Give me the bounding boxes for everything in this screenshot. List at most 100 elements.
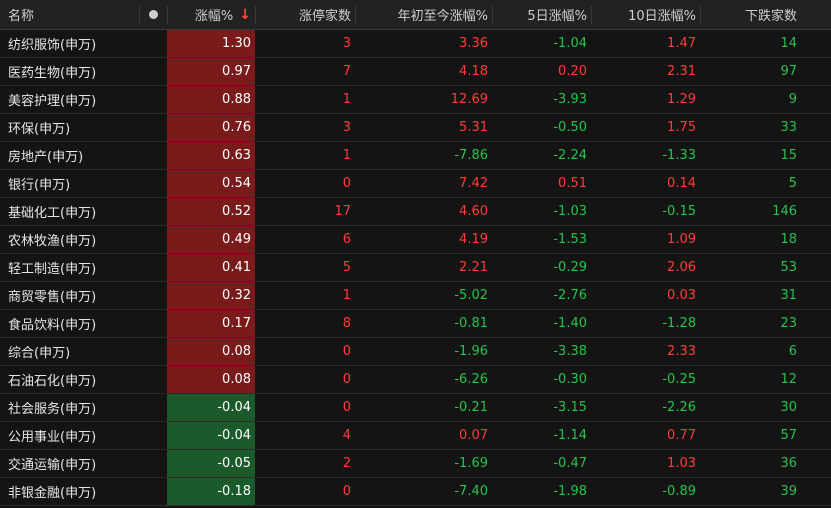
row-decliners-cell: 39 [780, 484, 797, 499]
row-limit-up-cell: 17 [334, 204, 351, 219]
row-change-cell: -0.04 [167, 394, 255, 421]
column-header-change[interactable]: 涨幅% ↓ [194, 6, 251, 25]
row-ytd-cell: 12.69 [450, 92, 488, 107]
row-10d-cell: 2.31 [667, 64, 696, 79]
row-change-cell: 1.30 [167, 30, 255, 57]
row-10d-cell: 0.03 [667, 288, 696, 303]
row-ytd-cell: 0.07 [459, 428, 488, 443]
table-row[interactable]: 美容护理(申万) 0.88 1 12.69 -3.93 1.29 9 [0, 86, 831, 114]
column-header-limit-up[interactable]: 涨停家数 [298, 9, 351, 24]
row-limit-up-cell: 2 [342, 456, 351, 471]
row-name-cell: 综合(申万) [8, 346, 71, 361]
column-header-name[interactable]: 名称 [8, 9, 35, 24]
row-name-cell: 交通运输(申万) [8, 458, 97, 473]
table-row[interactable]: 公用事业(申万) -0.04 4 0.07 -1.14 0.77 57 [0, 422, 831, 450]
table-row[interactable]: 银行(申万) 0.54 0 7.42 0.51 0.14 5 [0, 170, 831, 198]
row-decliners-cell: 97 [780, 64, 797, 79]
row-5d-cell: -1.04 [553, 36, 587, 51]
table-row[interactable]: 农林牧渔(申万) 0.49 6 4.19 -1.53 1.09 18 [0, 226, 831, 254]
row-limit-up-cell: 3 [342, 120, 351, 135]
row-5d-cell: -3.15 [553, 400, 587, 415]
row-change-cell: -0.05 [167, 450, 255, 477]
table-row[interactable]: 食品饮料(申万) 0.17 8 -0.81 -1.40 -1.28 23 [0, 310, 831, 338]
row-limit-up-cell: 7 [342, 64, 351, 79]
row-ytd-cell: -7.40 [454, 484, 488, 499]
row-ytd-cell: 3.36 [459, 36, 488, 51]
row-limit-up-cell: 4 [342, 428, 351, 443]
row-10d-cell: -1.28 [662, 316, 696, 331]
header-divider [139, 6, 140, 24]
row-ytd-cell: -1.96 [454, 344, 488, 359]
row-ytd-cell: -7.86 [454, 148, 488, 163]
table-row[interactable]: 商贸零售(申万) 0.32 1 -5.02 -2.76 0.03 31 [0, 282, 831, 310]
row-limit-up-cell: 1 [342, 148, 351, 163]
row-5d-cell: 0.20 [558, 64, 587, 79]
table-row[interactable]: 交通运输(申万) -0.05 2 -1.69 -0.47 1.03 36 [0, 450, 831, 478]
row-change-cell: 0.88 [167, 86, 255, 113]
row-10d-cell: 0.14 [667, 176, 696, 191]
row-change-cell: -0.18 [167, 478, 255, 505]
row-10d-cell: -1.33 [662, 148, 696, 163]
row-10d-cell: 2.06 [667, 260, 696, 275]
table-row[interactable]: 社会服务(申万) -0.04 0 -0.21 -3.15 -2.26 30 [0, 394, 831, 422]
table-row[interactable]: 石油石化(申万) 0.08 0 -6.26 -0.30 -0.25 12 [0, 366, 831, 394]
table-row[interactable]: 环保(申万) 0.76 3 5.31 -0.50 1.75 33 [0, 114, 831, 142]
row-10d-cell: 1.47 [667, 36, 696, 51]
row-10d-cell: 1.09 [667, 232, 696, 247]
row-change-cell: 0.54 [167, 170, 255, 197]
row-name-cell: 环保(申万) [8, 122, 71, 137]
row-5d-cell: -1.40 [553, 316, 587, 331]
row-decliners-cell: 30 [780, 400, 797, 415]
column-header-5d[interactable]: 5日涨幅% [527, 9, 587, 24]
row-change-cell: 0.08 [167, 338, 255, 365]
table-row[interactable]: 纺织服饰(申万) 1.30 3 3.36 -1.04 1.47 14 [0, 30, 831, 58]
row-name-cell: 基础化工(申万) [8, 206, 97, 221]
row-10d-cell: -2.26 [662, 400, 696, 415]
row-5d-cell: -3.38 [553, 344, 587, 359]
row-name-cell: 轻工制造(申万) [8, 262, 97, 277]
column-header-ytd[interactable]: 年初至今涨幅% [397, 9, 488, 24]
row-ytd-cell: 4.60 [459, 204, 488, 219]
row-5d-cell: -2.76 [553, 288, 587, 303]
row-change-cell: 0.52 [167, 198, 255, 225]
row-change-cell: 0.49 [167, 226, 255, 253]
row-change-cell: 0.41 [167, 254, 255, 281]
row-name-cell: 美容护理(申万) [8, 94, 97, 109]
row-change-cell: 0.76 [167, 114, 255, 141]
row-ytd-cell: 5.31 [459, 120, 488, 135]
column-header-decliners[interactable]: 下跌家数 [744, 9, 797, 24]
column-header-10d[interactable]: 10日涨幅% [628, 9, 696, 24]
table-header: 名称 涨幅% ↓ 涨停家数 年初至今涨幅% 5日涨幅% 10日涨幅% 下跌家数 [0, 0, 831, 30]
table-row[interactable]: 房地产(申万) 0.63 1 -7.86 -2.24 -1.33 15 [0, 142, 831, 170]
row-name-cell: 食品饮料(申万) [8, 318, 97, 333]
table-row[interactable]: 非银金融(申万) -0.18 0 -7.40 -1.98 -0.89 39 [0, 478, 831, 506]
row-name-cell: 纺织服饰(申万) [8, 38, 97, 53]
row-ytd-cell: -5.02 [454, 288, 488, 303]
row-limit-up-cell: 0 [342, 372, 351, 387]
row-decliners-cell: 15 [780, 148, 797, 163]
row-5d-cell: -0.47 [553, 456, 587, 471]
row-name-cell: 商贸零售(申万) [8, 290, 97, 305]
row-limit-up-cell: 6 [342, 232, 351, 247]
table-row[interactable]: 综合(申万) 0.08 0 -1.96 -3.38 2.33 6 [0, 338, 831, 366]
column-header-dot[interactable] [139, 0, 167, 29]
row-name-cell: 非银金融(申万) [8, 486, 97, 501]
row-ytd-cell: -1.69 [454, 456, 488, 471]
row-decliners-cell: 146 [772, 204, 797, 219]
row-ytd-cell: 2.21 [459, 260, 488, 275]
row-10d-cell: 1.29 [667, 92, 696, 107]
row-name-cell: 农林牧渔(申万) [8, 234, 97, 249]
row-decliners-cell: 36 [780, 456, 797, 471]
table-row[interactable]: 医药生物(申万) 0.97 7 4.18 0.20 2.31 97 [0, 58, 831, 86]
row-decliners-cell: 31 [780, 288, 797, 303]
row-10d-cell: -0.15 [662, 204, 696, 219]
row-ytd-cell: 7.42 [459, 176, 488, 191]
row-change-cell: -0.04 [167, 422, 255, 449]
row-decliners-cell: 6 [788, 344, 797, 359]
row-ytd-cell: -6.26 [454, 372, 488, 387]
row-limit-up-cell: 0 [342, 176, 351, 191]
table-row[interactable]: 基础化工(申万) 0.52 17 4.60 -1.03 -0.15 146 [0, 198, 831, 226]
table-row[interactable]: 轻工制造(申万) 0.41 5 2.21 -0.29 2.06 53 [0, 254, 831, 282]
row-change-cell: 0.97 [167, 58, 255, 85]
